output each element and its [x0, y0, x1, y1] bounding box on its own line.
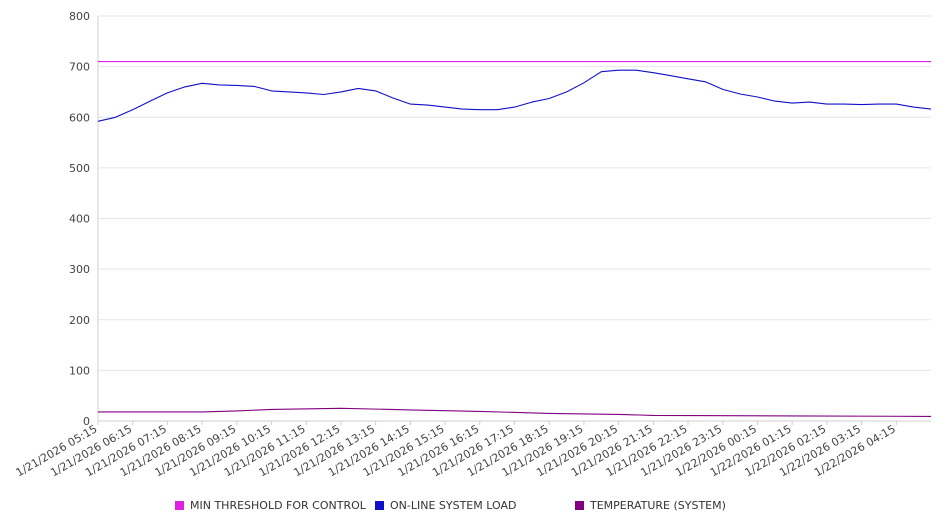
- y-tick-label-300: 300: [69, 263, 90, 276]
- legend-item-min-threshold[interactable]: MIN THRESHOLD FOR CONTROL: [175, 499, 366, 512]
- legend-item-system-load[interactable]: ON-LINE SYSTEM LOAD: [375, 499, 516, 512]
- series-group: [97, 61, 932, 417]
- grid: [98, 15, 931, 371]
- x-axis: 1/21/2026 05:151/21/2026 06:151/21/2026 …: [14, 420, 931, 479]
- y-tick-label-400: 400: [69, 213, 90, 226]
- y-tick-label-500: 500: [69, 162, 90, 175]
- y-tick-label-800: 800: [69, 10, 90, 23]
- y-tick-label-200: 200: [69, 314, 90, 327]
- series-line-temperature-system: [98, 407, 932, 417]
- legend-label-min-threshold: MIN THRESHOLD FOR CONTROL: [190, 499, 366, 512]
- legend-label-system-load: ON-LINE SYSTEM LOAD: [390, 499, 517, 512]
- legend: MIN THRESHOLD FOR CONTROL ON-LINE SYSTEM…: [0, 496, 946, 516]
- legend-swatch-min-threshold: [175, 501, 184, 510]
- y-tick-label-600: 600: [69, 111, 90, 124]
- y-axis: 0 100 200 300 400 500 600 700 800: [69, 10, 99, 428]
- y-tick-label-700: 700: [69, 61, 90, 74]
- legend-item-temperature[interactable]: TEMPERATURE (SYSTEM): [575, 499, 726, 512]
- y-tick-label-0: 0: [83, 415, 90, 428]
- legend-swatch-system-load: [375, 501, 384, 510]
- series-line-on-line-system-load: [97, 69, 932, 122]
- legend-label-temperature: TEMPERATURE (SYSTEM): [590, 499, 726, 512]
- legend-swatch-temperature: [575, 501, 584, 510]
- y-tick-label-100: 100: [69, 364, 90, 377]
